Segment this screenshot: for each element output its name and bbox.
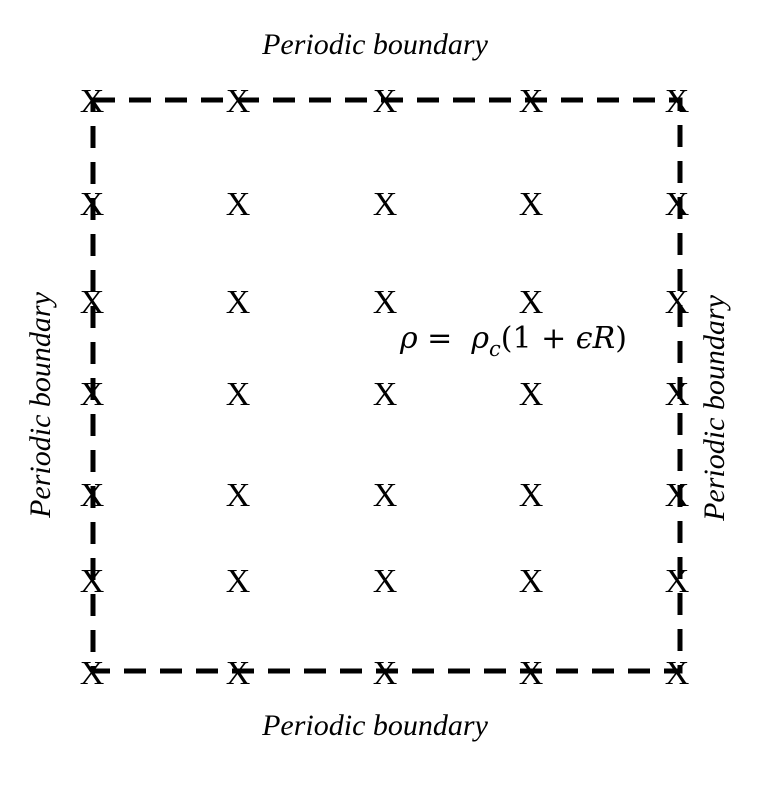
r-symbol: R [592,321,616,356]
equals-sign: = [418,321,472,356]
grid-point-r4-c1: X [80,376,105,413]
boundary-label-bottom: Periodic boundary [261,709,488,742]
subscript-c: c [489,337,501,361]
grid-point-r7-c4: X [519,655,544,692]
grid-point-r5-c1: X [80,477,105,514]
boundary-label-right: Periodic boundary [698,294,731,521]
grid-point-r2-c3: X [373,186,398,223]
grid-point-r6-c5: X [665,563,690,600]
grid-point-r2-c2: X [226,186,251,223]
grid-point-r4-c3: X [373,376,398,413]
grid-point-r2-c5: X [665,186,690,223]
grid-point-r1-c2: X [226,83,251,120]
grid-points: X X X X X X X X X X X X X X X X X X X X X X X X X X X X X X X X X X X [80,83,690,692]
grid-point-r7-c5: X [665,655,690,692]
grid-point-r1-c5: X [665,83,690,120]
grid-point-r3-c5: X [665,284,690,321]
grid-point-r5-c5: X [665,477,690,514]
density-equation: ρ = ρc(1 + ϵR) [399,321,627,361]
grid-point-r7-c3: X [373,655,398,692]
paren-one-plus: (1 + [501,321,576,356]
grid-point-r6-c2: X [226,563,251,600]
grid-point-r5-c3: X [373,477,398,514]
boundary-label-left: Periodic boundary [24,291,57,518]
rho-c-symbol: ρ [470,321,489,356]
grid-point-r5-c4: X [519,477,544,514]
grid-point-r6-c1: X [80,563,105,600]
grid-point-r4-c5: X [665,376,690,413]
grid-point-r3-c3: X [373,284,398,321]
grid-point-r3-c1: X [80,284,105,321]
grid-point-r1-c4: X [519,83,544,120]
grid-point-r3-c4: X [519,284,544,321]
closing-paren: ) [615,321,627,356]
grid-point-r6-c4: X [519,563,544,600]
boundary-label-top: Periodic boundary [261,28,488,61]
grid-point-r6-c3: X [373,563,398,600]
grid-point-r3-c2: X [226,284,251,321]
epsilon-symbol: ϵ [576,321,593,356]
dashed-domain-boundary [90,97,683,674]
grid-point-r2-c1: X [80,186,105,223]
grid-point-r7-c2: X [226,655,251,692]
grid-point-r4-c4: X [519,376,544,413]
rho-symbol: ρ [399,321,418,356]
grid-point-r7-c1: X [80,655,105,692]
grid-point-r1-c3: X [373,83,398,120]
grid-point-r1-c1: X [80,83,105,120]
grid-point-r5-c2: X [226,477,251,514]
grid-point-r4-c2: X [226,376,251,413]
grid-point-r2-c4: X [519,186,544,223]
